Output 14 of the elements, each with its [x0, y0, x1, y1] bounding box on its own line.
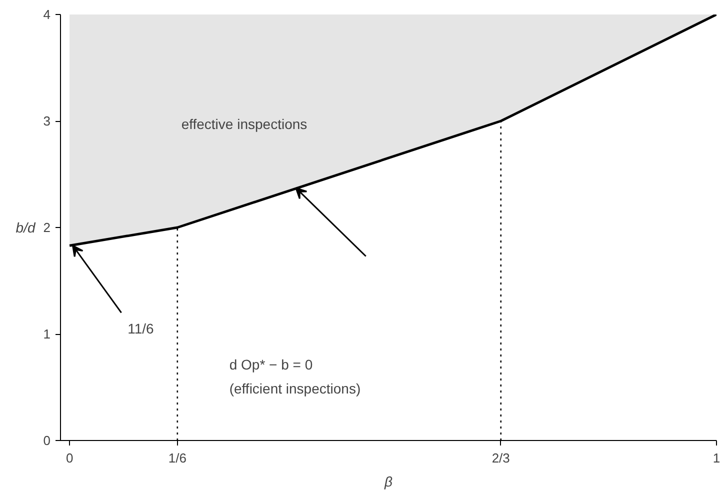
x-tick-label: 1 — [712, 450, 720, 466]
y-tick-label: 2 — [43, 220, 51, 235]
y-tick-label: 4 — [43, 7, 51, 22]
x-tick-label: 0 — [66, 450, 74, 466]
x-axis-title: β — [384, 474, 392, 490]
x-tick-label: 2/3 — [492, 450, 510, 466]
y-tick-label: 1 — [43, 326, 51, 342]
y-tick-label: 0 — [43, 433, 51, 448]
x-tick-label: 1/6 — [168, 450, 186, 466]
y-tick-label: 3 — [43, 114, 51, 128]
y-axis-title: b/d — [16, 220, 36, 236]
annotation: d Op* − b = 0 (efficient inspections) — [229, 356, 361, 397]
annotation: effective inspections — [181, 116, 308, 132]
annotation: 11/6 — [128, 320, 154, 337]
